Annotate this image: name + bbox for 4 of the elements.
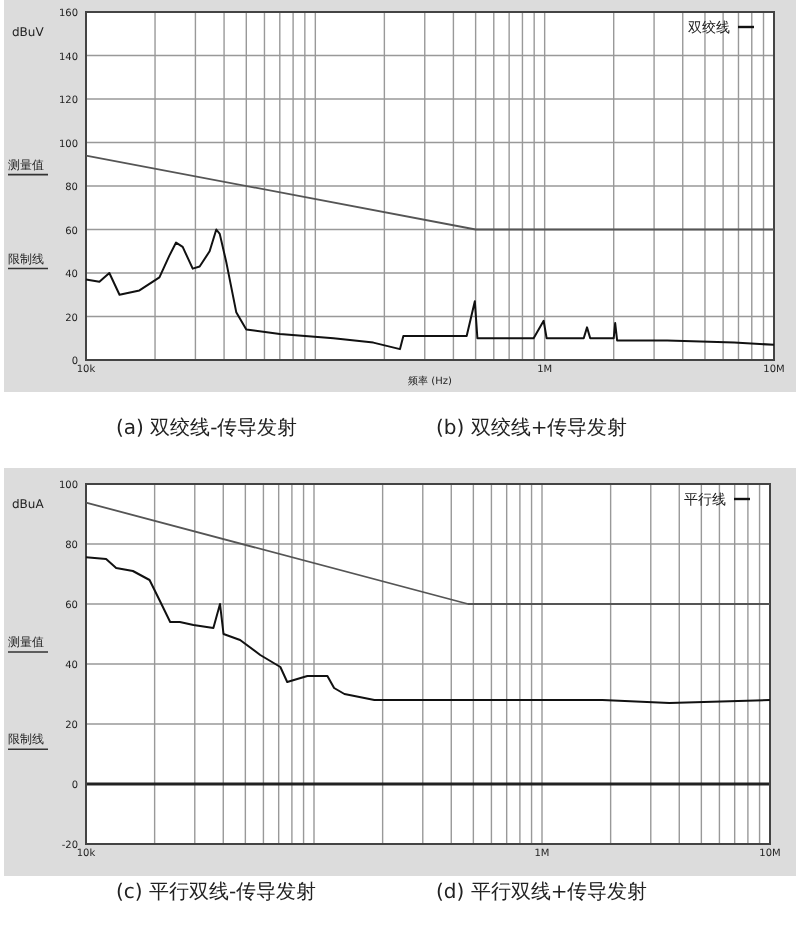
text: (c) 平行双线-传导发射 [116, 880, 317, 904]
text: (d) 平行双线+传导发射 [436, 880, 648, 904]
text: (a) 双绞线-传导发射 [116, 416, 298, 440]
text: (b) 双绞线+传导发射 [436, 416, 628, 440]
